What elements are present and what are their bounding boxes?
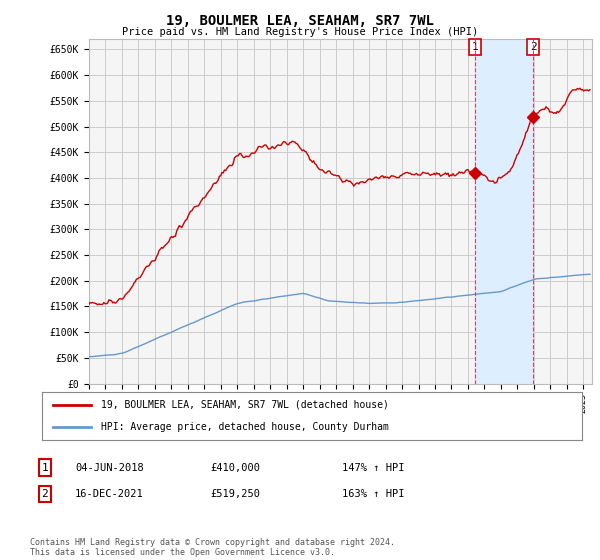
Text: HPI: Average price, detached house, County Durham: HPI: Average price, detached house, Coun… (101, 422, 389, 432)
Text: 04-JUN-2018: 04-JUN-2018 (75, 463, 144, 473)
Text: 19, BOULMER LEA, SEAHAM, SR7 7WL: 19, BOULMER LEA, SEAHAM, SR7 7WL (166, 14, 434, 28)
Text: 19, BOULMER LEA, SEAHAM, SR7 7WL (detached house): 19, BOULMER LEA, SEAHAM, SR7 7WL (detach… (101, 400, 389, 410)
Text: Price paid vs. HM Land Registry's House Price Index (HPI): Price paid vs. HM Land Registry's House … (122, 27, 478, 37)
Text: 2: 2 (530, 42, 536, 52)
Text: 2: 2 (41, 489, 49, 499)
Text: £519,250: £519,250 (210, 489, 260, 499)
Text: 163% ↑ HPI: 163% ↑ HPI (342, 489, 404, 499)
Text: Contains HM Land Registry data © Crown copyright and database right 2024.
This d: Contains HM Land Registry data © Crown c… (30, 538, 395, 557)
Text: 1: 1 (472, 42, 478, 52)
Text: 147% ↑ HPI: 147% ↑ HPI (342, 463, 404, 473)
Bar (475, 39, 533, 384)
Text: 16-DEC-2021: 16-DEC-2021 (75, 489, 144, 499)
Text: 1: 1 (41, 463, 49, 473)
Text: £410,000: £410,000 (210, 463, 260, 473)
